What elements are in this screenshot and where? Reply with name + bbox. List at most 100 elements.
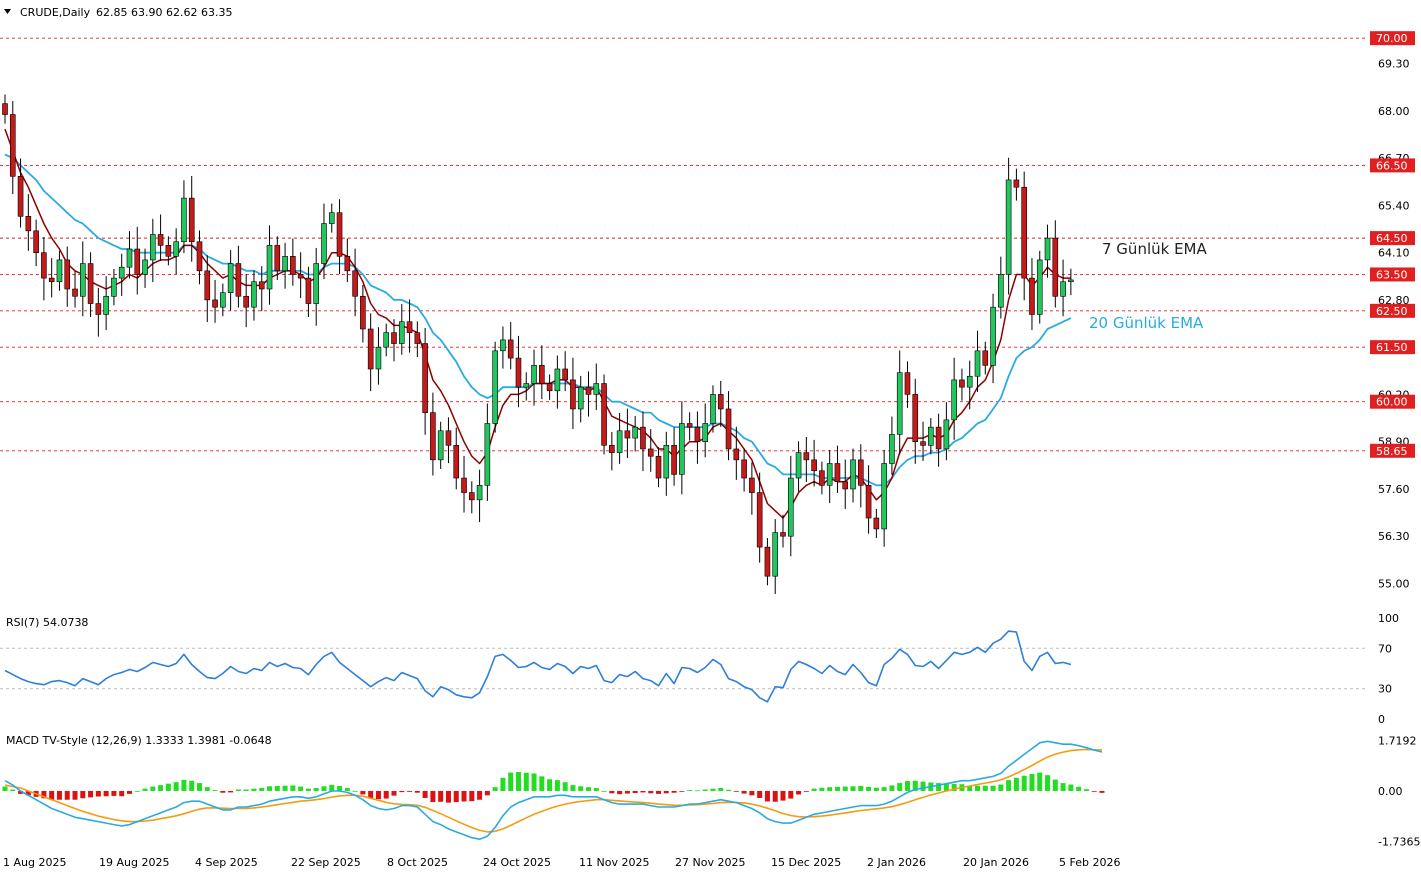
candle xyxy=(539,345,545,400)
candle xyxy=(850,448,856,503)
price-tick-label: 68.00 xyxy=(1378,105,1410,118)
candle xyxy=(375,327,382,385)
macd-hist-bar xyxy=(1083,789,1089,791)
candle xyxy=(647,428,654,472)
candle xyxy=(95,287,102,337)
macd-hist-bar xyxy=(414,790,420,793)
candle xyxy=(56,250,63,291)
macd-hist-bar xyxy=(951,783,957,791)
macd-hist-bar xyxy=(181,779,187,791)
candle-body xyxy=(274,245,281,272)
rsi-tick-label: 100 xyxy=(1378,612,1399,625)
macd-hist-bar xyxy=(834,786,840,791)
ema7-line xyxy=(4,128,1071,519)
candle xyxy=(126,231,133,279)
collapse-triangle-icon[interactable] xyxy=(4,9,11,14)
candle-body xyxy=(282,255,288,272)
candle xyxy=(577,375,584,423)
macd-hist-bar xyxy=(920,781,926,791)
level-tag-box xyxy=(1370,303,1415,318)
macd-hist-bar xyxy=(508,772,514,791)
candle xyxy=(1013,168,1020,201)
candle xyxy=(966,360,973,410)
candle-body xyxy=(25,216,32,232)
macd-hist-bar xyxy=(321,786,327,791)
candle xyxy=(1036,250,1043,324)
candle-body xyxy=(80,263,86,297)
macd-hist-bar xyxy=(749,790,755,796)
candle xyxy=(188,175,195,262)
candle xyxy=(865,465,872,534)
macd-title: MACD TV-Style (12,26,9) 1.3333 1.3981 -0… xyxy=(6,734,272,747)
price-tick-label: 62.80 xyxy=(1378,294,1410,307)
candle xyxy=(235,245,242,308)
candle-body xyxy=(406,321,413,333)
level-tag-box xyxy=(1370,31,1415,46)
macd-pane: 1.7192 0.00 -1.7365 xyxy=(2,735,1420,849)
macd-hist-bar xyxy=(1060,783,1066,791)
candle-body xyxy=(142,259,148,275)
candle-body xyxy=(391,332,397,344)
candle xyxy=(546,374,553,400)
candle-body xyxy=(336,212,343,257)
macd-hist-bar xyxy=(2,786,8,791)
macd-hist-bar xyxy=(189,780,195,791)
level-tag-label: 64.50 xyxy=(1376,232,1408,245)
candle xyxy=(920,421,926,461)
candle xyxy=(344,238,351,283)
macd-hist-bar xyxy=(103,790,109,797)
candle xyxy=(562,351,568,392)
candle-body xyxy=(609,445,615,453)
candle xyxy=(733,426,740,480)
macd-hist-bar xyxy=(352,790,358,792)
candle-body xyxy=(118,266,125,279)
candle-body xyxy=(134,248,141,275)
macd-hist-bar xyxy=(111,790,117,796)
macd-hist-bar xyxy=(119,790,125,797)
level-tag-box xyxy=(1370,158,1415,173)
macd-hist-bar xyxy=(656,790,662,794)
candle-body xyxy=(188,197,195,243)
candle-body xyxy=(554,368,561,392)
candle xyxy=(360,285,366,343)
candle xyxy=(414,321,421,357)
level-tag-box xyxy=(1370,231,1415,246)
macd-hist-bar xyxy=(1068,784,1074,791)
candle xyxy=(476,469,483,523)
candle-body xyxy=(881,463,887,530)
candle-body xyxy=(360,295,366,330)
macd-hist-bar xyxy=(477,790,483,800)
macd-hist-bar xyxy=(391,790,397,796)
candle xyxy=(367,313,374,392)
level-tag-label: 62.50 xyxy=(1376,305,1408,318)
candle-body xyxy=(344,255,351,272)
candle xyxy=(383,323,390,357)
candle-body xyxy=(375,346,382,370)
candle-body xyxy=(920,441,926,446)
price-tick-label: 65.40 xyxy=(1378,199,1410,212)
candle-body xyxy=(204,270,211,301)
candle xyxy=(710,385,716,433)
ema20-line xyxy=(4,153,1072,487)
candle xyxy=(725,391,732,461)
macd-hist-bar xyxy=(150,786,156,791)
level-tag-label: 66.50 xyxy=(1376,159,1408,172)
macd-hist-bar xyxy=(10,789,16,791)
candle xyxy=(982,341,989,375)
candle-body xyxy=(811,459,817,472)
candle xyxy=(165,236,172,266)
date-label: 5 Feb 2026 xyxy=(1059,856,1120,869)
candle-body xyxy=(33,230,39,253)
level-tag-box xyxy=(1370,340,1415,355)
candle-body xyxy=(850,459,856,490)
candle xyxy=(430,392,436,476)
candle xyxy=(616,412,623,464)
candle xyxy=(795,441,802,492)
price-tick-label: 69.30 xyxy=(1378,58,1410,71)
candle xyxy=(437,421,444,469)
candle-body xyxy=(998,274,1004,308)
candle xyxy=(881,450,887,547)
candle xyxy=(111,269,117,306)
candle-body xyxy=(111,277,117,297)
macd-hist-bar xyxy=(1076,786,1082,791)
